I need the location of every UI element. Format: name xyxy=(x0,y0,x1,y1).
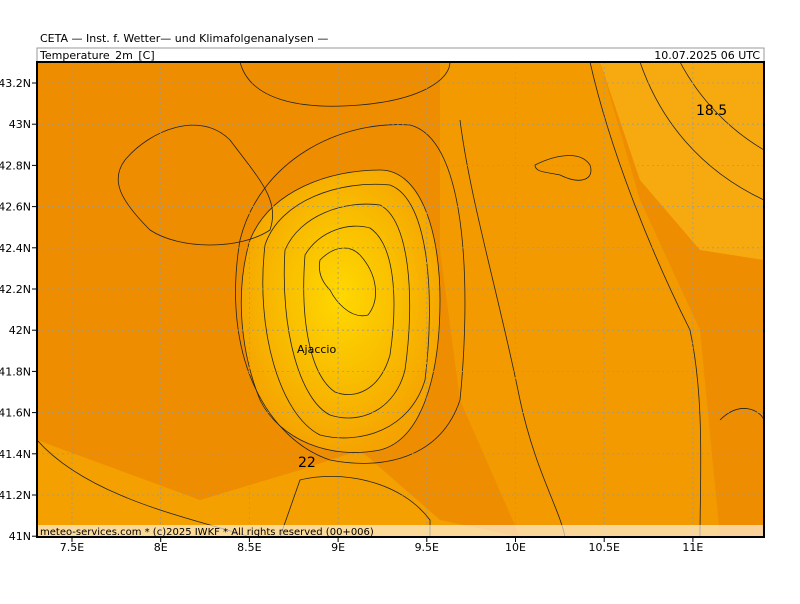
contour-label: 22 xyxy=(298,455,316,471)
y-tick-label: 41.8N xyxy=(0,365,31,378)
y-tick-label: 43.2N xyxy=(0,77,31,90)
footer: meteo-services.com * (c)2025 IWKF * All … xyxy=(40,527,374,538)
title: CETA — Inst. f. Wetter— und Klimafolgena… xyxy=(40,32,328,45)
y-tick-label: 42N xyxy=(9,324,31,337)
x-tick-label: 10.5E xyxy=(588,541,619,554)
x-tick-label: 8E xyxy=(154,541,168,554)
y-tick-label: 41N xyxy=(9,530,31,543)
x-tick-label: 11E xyxy=(682,541,703,554)
y-tick-label: 42.8N xyxy=(0,159,31,172)
x-tick-label: 8.5E xyxy=(237,541,261,554)
y-tick-label: 42.6N xyxy=(0,201,31,214)
contours xyxy=(37,62,764,537)
x-tick-label: 9.5E xyxy=(415,541,439,554)
y-tick-label: 41.6N xyxy=(0,407,31,420)
y-tick-label: 42.4N xyxy=(0,242,31,255)
date: 10.07.2025 06 UTC xyxy=(654,49,760,62)
y-tick-label: 41.2N xyxy=(0,489,31,502)
frame xyxy=(36,61,765,538)
footer-bar xyxy=(37,525,764,537)
x-tick-label: 7.5E xyxy=(60,541,84,554)
x-tick-label: 10E xyxy=(505,541,526,554)
y-tick-label: 41.4N xyxy=(0,448,31,461)
x-tick-label: 9E xyxy=(331,541,345,554)
place-label: Ajaccio xyxy=(297,343,336,356)
contour-label: 18.5 xyxy=(696,103,727,119)
y-tick-label: 42.2N xyxy=(0,283,31,296)
map-area xyxy=(37,62,764,537)
field-name: Temperature_2m_[C] xyxy=(39,49,155,62)
y-tick-label: 43N xyxy=(9,118,31,131)
